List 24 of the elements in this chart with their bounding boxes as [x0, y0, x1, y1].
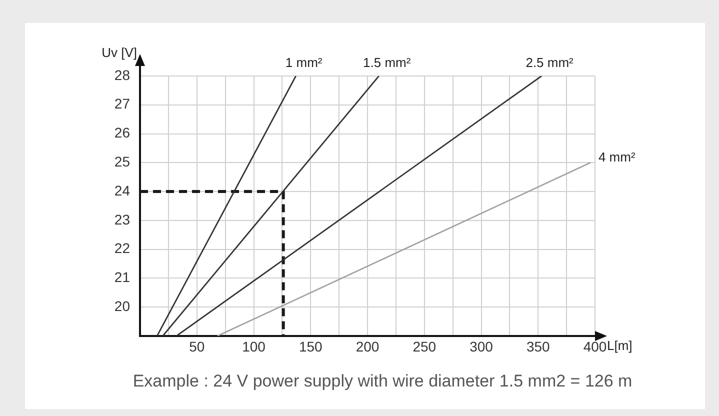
x-tick-label: 100: [242, 338, 266, 354]
y-tick-label: 23: [114, 211, 130, 228]
text: Example : 24 V power supply with wire diameter 1.5 mm2 = 126 m: [132, 372, 632, 391]
x-tick-label: 350: [526, 338, 550, 354]
y-tick-label: 26: [114, 124, 130, 141]
x-axis-title: L[m]: [607, 338, 632, 354]
series-label: 1.5 mm²: [363, 55, 412, 70]
y-tick-label: 28: [114, 66, 130, 83]
series-label: 2.5 mm²: [526, 55, 574, 70]
x-tick-label: 50: [189, 338, 205, 354]
series-label: 1 mm²: [285, 55, 323, 70]
y-tick-label: 20: [114, 298, 130, 314]
x-tick-label: 300: [470, 338, 494, 354]
x-tick-label: 200: [356, 338, 380, 354]
y-axis-title: Uv [V]: [102, 45, 137, 60]
y-tick-label: 22: [114, 240, 130, 256]
y-tick-label: 27: [114, 96, 130, 112]
series-label: 4 mm²: [598, 150, 636, 165]
x-tick-label: 400: [583, 338, 607, 354]
x-tick-label: 250: [412, 338, 436, 354]
y-tick-label: 25: [114, 154, 130, 170]
x-tick-label: 150: [298, 338, 323, 354]
y-tick-label: 24: [114, 182, 130, 198]
y-tick-label: 21: [114, 269, 130, 286]
